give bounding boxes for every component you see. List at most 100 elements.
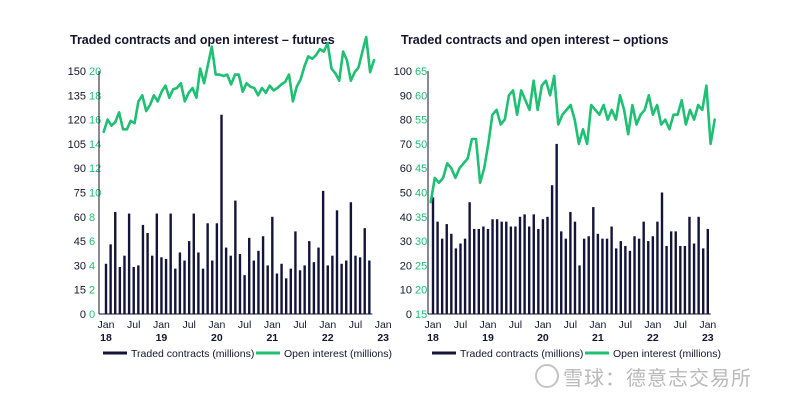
- futures-traded-bar: [123, 255, 126, 314]
- options-traded-bar: [450, 233, 453, 314]
- options-traded-bar: [624, 245, 627, 314]
- futures-right-tick-label: 8: [89, 212, 95, 224]
- futures-traded-bar: [211, 260, 214, 314]
- futures-left-tick-label: 45: [74, 236, 86, 248]
- futures-traded-bar: [118, 267, 122, 314]
- options-traded-bar: [610, 226, 613, 314]
- futures-right-tick-label: 16: [89, 115, 101, 127]
- options-traded-bar: [665, 245, 668, 314]
- options-right-tick-label: 30: [415, 236, 427, 248]
- options-traded-bar: [569, 211, 572, 314]
- futures-traded-bar: [271, 216, 274, 314]
- futures-right-tick-label: 10: [89, 188, 101, 200]
- futures-traded-bar: [358, 257, 362, 314]
- options-right-tick-label: 60: [415, 90, 427, 102]
- futures-traded-bar: [354, 255, 357, 314]
- futures-traded-bar: [275, 273, 279, 314]
- futures-traded-bar: [317, 247, 320, 314]
- futures-traded-bar: [363, 228, 366, 314]
- futures-traded-bar: [224, 247, 228, 314]
- options-traded-bar: [468, 202, 471, 314]
- options-left-tick-label: 50: [400, 188, 412, 200]
- options-left-tick-label: 0: [406, 309, 412, 321]
- futures-traded-bar: [252, 260, 256, 314]
- futures-traded-bar: [146, 233, 149, 314]
- futures-traded-bar: [326, 265, 329, 314]
- options-traded-bar: [555, 143, 558, 314]
- futures-traded-bar: [220, 114, 223, 315]
- options-traded-bar: [619, 241, 622, 314]
- futures-traded-bar: [368, 260, 371, 314]
- options-x-tick-label: Jan: [589, 319, 606, 331]
- futures-traded-bar: [164, 258, 168, 314]
- options-traded-bar: [683, 245, 687, 314]
- futures-traded-bar: [303, 265, 306, 314]
- futures-right-tick-label: 0: [89, 309, 95, 321]
- futures-x-tick-label: Jan: [264, 319, 281, 331]
- futures-x-tick-label: Jan: [98, 319, 115, 331]
- options-traded-bar: [518, 216, 522, 314]
- options-x-tick-label: Jan: [644, 319, 661, 331]
- futures-traded-bar: [321, 190, 325, 314]
- futures-left-tick-label: 120: [68, 115, 86, 127]
- futures-traded-bar: [289, 268, 292, 314]
- options-traded-bar: [514, 226, 517, 314]
- options-right-tick-label: 65: [415, 66, 427, 78]
- options-traded-bar: [560, 231, 563, 314]
- futures-traded-bar: [169, 213, 172, 314]
- futures-traded-bar: [192, 213, 195, 314]
- futures-x-tick-label: Jul: [349, 319, 362, 331]
- options-traded-bar: [651, 236, 655, 314]
- futures-traded-bar: [114, 211, 117, 314]
- futures-traded-bar: [137, 265, 140, 314]
- options-open-interest-line: [429, 74, 717, 204]
- options-chart-title: Traded contracts and open interest – opt…: [401, 33, 669, 47]
- options-traded-bar: [523, 214, 526, 314]
- futures-traded-bar: [215, 223, 219, 314]
- options-traded-bar: [491, 219, 494, 314]
- options-traded-bar: [679, 245, 682, 314]
- options-left-tick-label: 20: [400, 260, 412, 272]
- options-traded-bar: [500, 221, 503, 314]
- options-traded-bar: [706, 228, 709, 314]
- options-x-tick-label: Jan: [699, 319, 716, 331]
- options-x-tick-label: Jan: [534, 319, 551, 331]
- options-left-tick-label: 40: [400, 212, 412, 224]
- futures-x-tick-label: Jan: [208, 319, 225, 331]
- futures-traded-bar: [298, 270, 302, 314]
- options-traded-bar: [596, 233, 600, 314]
- watermark-text: 雪球：德意志交易所: [563, 368, 752, 390]
- futures-right-tick-label: 20: [89, 66, 101, 78]
- futures-traded-bar: [151, 255, 154, 314]
- options-traded-bar: [473, 228, 476, 314]
- options-right-tick-label: 15: [415, 309, 427, 321]
- options-x-year-label: 19: [482, 332, 494, 344]
- options-traded-bar: [541, 219, 545, 314]
- options-x-year-label: 20: [537, 332, 549, 344]
- futures-traded-bar: [197, 252, 200, 314]
- options-traded-bar: [527, 226, 531, 314]
- options-left-tick-label: 80: [400, 115, 412, 127]
- futures-traded-bar: [201, 268, 205, 314]
- futures-traded-bar: [155, 213, 159, 314]
- futures-open-interest-line: [102, 35, 376, 134]
- options-x-year-label: 22: [647, 332, 659, 344]
- futures-x-tick-label: Jul: [238, 319, 251, 331]
- options-right-tick-label: 55: [415, 115, 427, 127]
- options-traded-bar: [537, 228, 540, 314]
- options-traded-bar: [605, 238, 609, 314]
- futures-traded-bar: [109, 244, 112, 314]
- options-traded-bar: [615, 248, 618, 314]
- options-left-tick-label: 70: [400, 139, 412, 151]
- futures-traded-bar: [308, 241, 311, 314]
- options-x-tick-label: Jul: [454, 319, 467, 331]
- futures-traded-bar: [174, 268, 177, 314]
- futures-traded-bar: [257, 250, 260, 314]
- futures-traded-bar: [331, 255, 334, 314]
- options-traded-bar: [702, 248, 705, 314]
- futures-x-year-label: 22: [322, 332, 334, 344]
- options-left-tick-label: 90: [400, 90, 412, 102]
- futures-traded-bar: [141, 224, 145, 314]
- options-traded-bar: [477, 228, 480, 314]
- futures-x-tick-label: Jul: [293, 319, 306, 331]
